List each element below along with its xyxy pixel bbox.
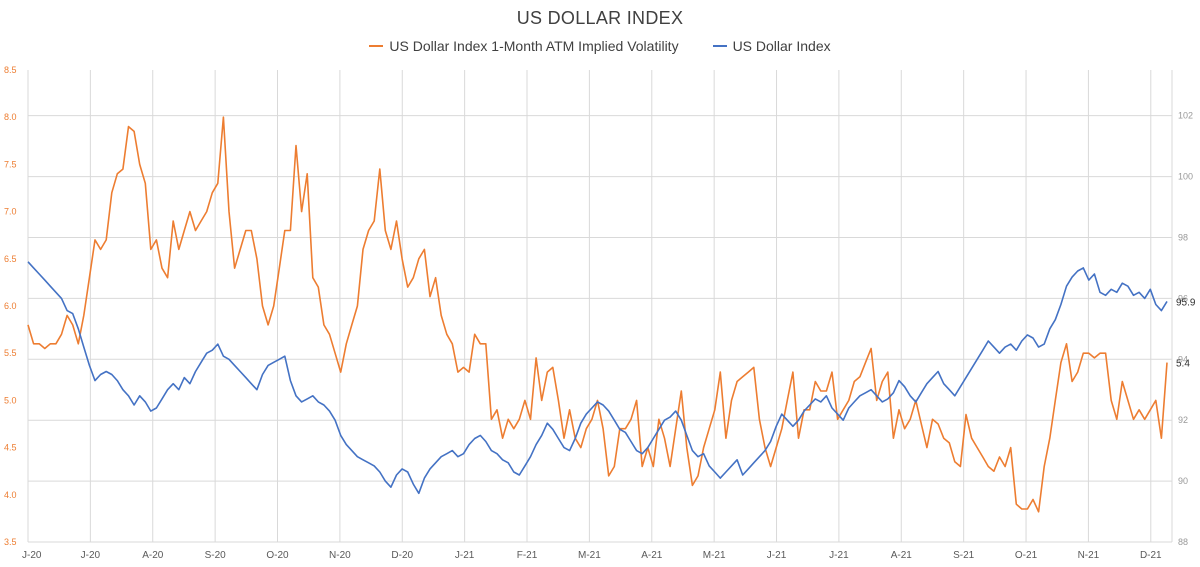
legend-label-volatility: US Dollar Index 1-Month ATM Implied Vola… xyxy=(389,38,679,54)
x-tick-label: J-20 xyxy=(22,550,42,561)
legend-swatch-volatility xyxy=(369,45,384,47)
x-tick-label: S-21 xyxy=(953,550,975,561)
y-right-tick-label: 100 xyxy=(1178,172,1193,182)
x-tick-label: O-20 xyxy=(266,550,289,561)
x-tick-label: N-20 xyxy=(329,550,351,561)
y-left-tick-label: 8.0 xyxy=(4,112,17,122)
legend-swatch-dollar-index xyxy=(712,45,727,47)
chart-title: US DOLLAR INDEX xyxy=(516,8,684,28)
x-tick-label: J-21 xyxy=(455,550,475,561)
x-tick-label: A-20 xyxy=(142,550,164,561)
x-tick-label: O-21 xyxy=(1015,550,1038,561)
series-line-volatility xyxy=(27,116,1168,513)
legend-item-volatility: US Dollar Index 1-Month ATM Implied Vola… xyxy=(369,38,679,54)
legend-item-dollar-index: US Dollar Index xyxy=(712,38,831,54)
y-left-tick-label: 6.5 xyxy=(4,254,17,264)
y-left-tick-label: 6.0 xyxy=(4,301,17,311)
x-tick-label: N-21 xyxy=(1078,550,1100,561)
y-left-tick-label: 4.0 xyxy=(4,490,17,500)
y-right-tick-label: 94 xyxy=(1178,354,1188,364)
x-tick-label: A-21 xyxy=(891,550,913,561)
y-left-tick-label: 8.5 xyxy=(4,65,17,75)
x-tick-label: J-21 xyxy=(767,550,787,561)
y-left-tick-label: 7.5 xyxy=(4,159,17,169)
x-tick-label: F-21 xyxy=(517,550,538,561)
legend-label-dollar-index: US Dollar Index xyxy=(732,38,831,54)
y-right-tick-label: 90 xyxy=(1178,476,1188,486)
x-tick-label: S-20 xyxy=(205,550,227,561)
y-left-tick-label: 5.5 xyxy=(4,348,17,358)
series-line-dollar-index xyxy=(27,261,1168,495)
x-tick-label: D-21 xyxy=(1140,550,1162,561)
x-tick-label: M-21 xyxy=(578,550,601,561)
x-tick-label: M-21 xyxy=(703,550,726,561)
y-left-tick-label: 7.0 xyxy=(4,207,17,217)
x-tick-label: A-21 xyxy=(641,550,663,561)
x-tick-label: J-21 xyxy=(829,550,849,561)
y-right-tick-label: 102 xyxy=(1178,111,1193,121)
y-right-tick-label: 88 xyxy=(1178,537,1188,547)
chart-legend: US Dollar Index 1-Month ATM Implied Vola… xyxy=(0,38,1200,54)
y-left-tick-label: 5.0 xyxy=(4,395,17,405)
y-right-tick-label: 98 xyxy=(1178,232,1188,242)
y-left-tick-label: 3.5 xyxy=(4,537,17,547)
end-label-dollar-index: 95.9 xyxy=(1176,297,1196,308)
x-tick-label: J-20 xyxy=(81,550,101,561)
x-tick-label: D-20 xyxy=(391,550,413,561)
y-right-tick-label: 96 xyxy=(1178,293,1188,303)
y-right-tick-label: 92 xyxy=(1178,415,1188,425)
y-left-tick-label: 4.5 xyxy=(4,443,17,453)
end-label-volatility: 5.4 xyxy=(1176,359,1190,370)
